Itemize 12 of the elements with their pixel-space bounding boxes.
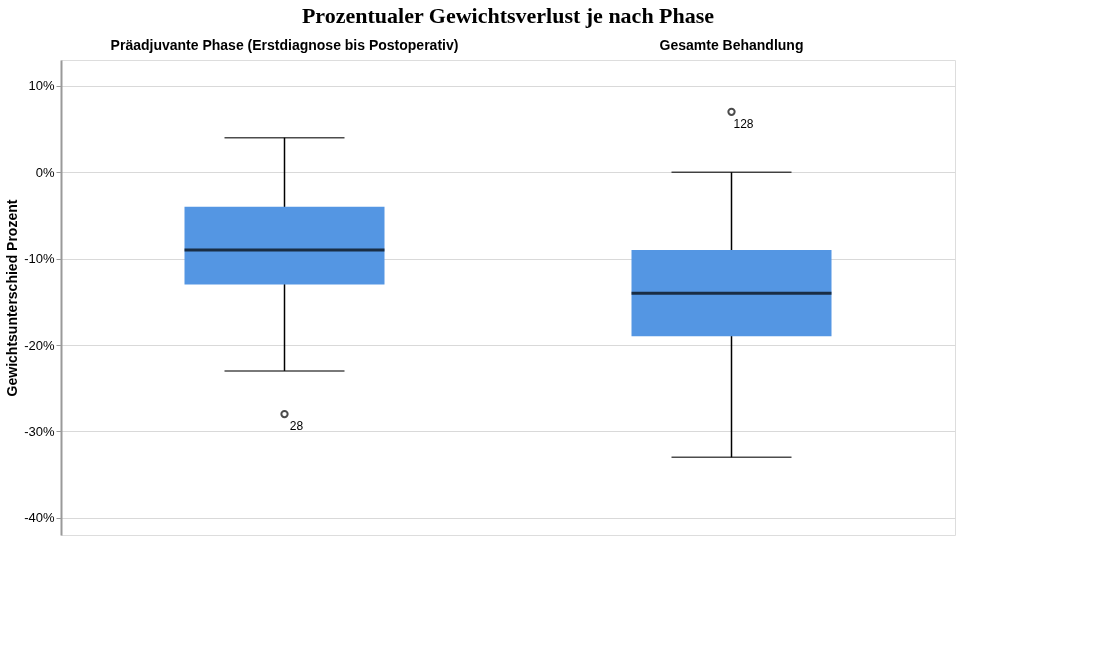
y-tick-label: -10% — [24, 251, 55, 267]
y-axis-title: Gewichtsunterschied Prozent — [4, 199, 21, 397]
annotation: 128 — [733, 116, 754, 131]
y-tick-label: -20% — [24, 337, 55, 353]
x-tick-label: Gesamte Behandlung — [659, 36, 804, 53]
y-tick-label: -40% — [24, 510, 55, 526]
chart-title: Prozentualer Gewichtsverlust je nach Phase — [301, 3, 715, 28]
x-tick-label: Präadjuvante Phase (Erstdiagnose bis Postoperativ) — [110, 36, 459, 53]
y-tick-label: -30% — [24, 423, 55, 439]
y-tick-label: 0% — [35, 164, 55, 180]
y-tick-label: 10% — [28, 78, 55, 94]
annotation: 28 — [289, 419, 304, 434]
